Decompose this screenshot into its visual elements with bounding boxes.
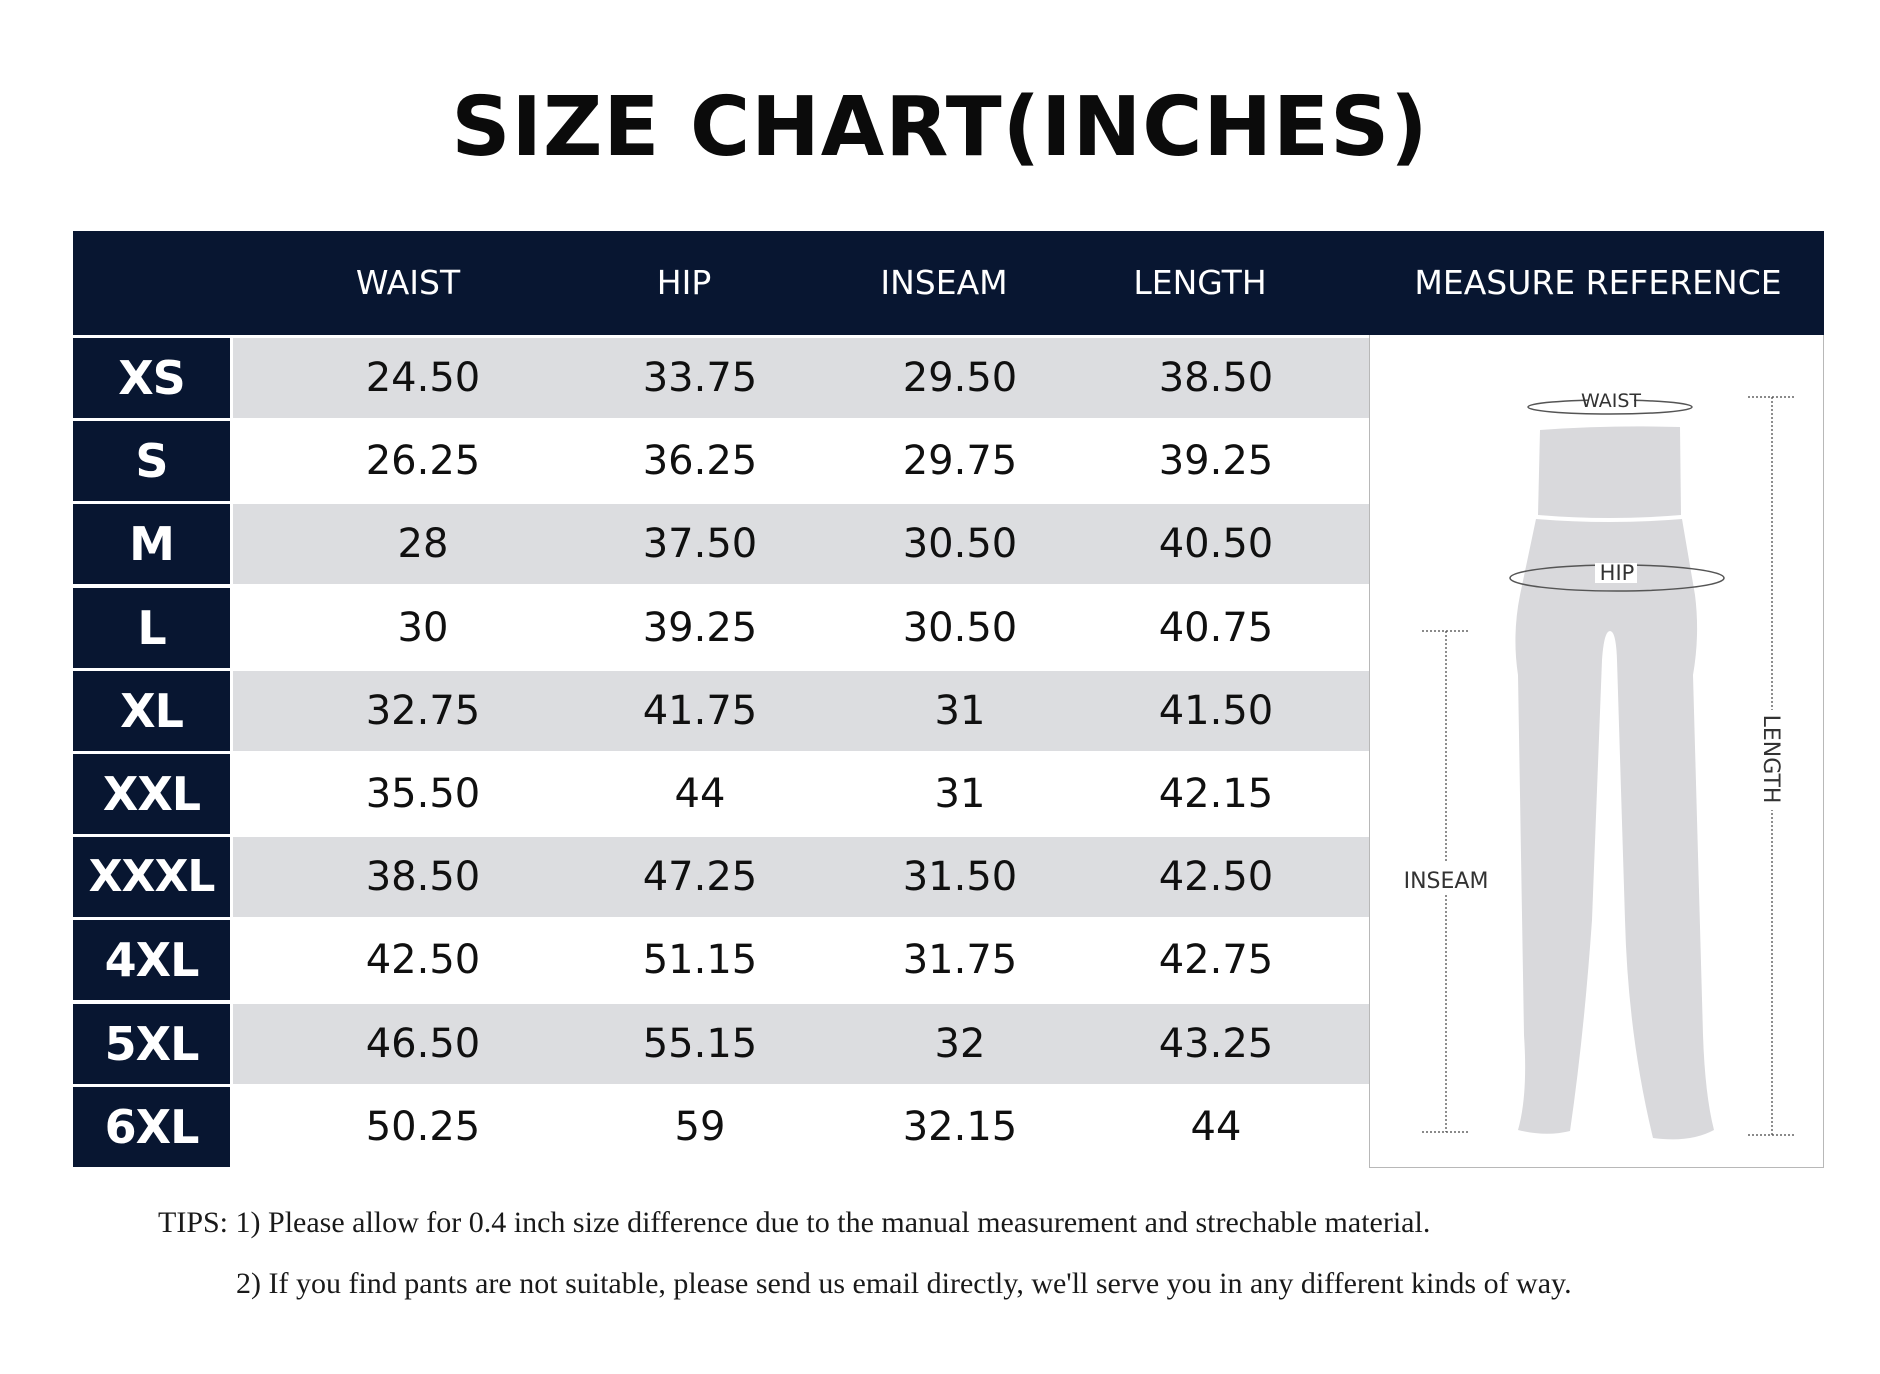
- pants-silhouette: [1515, 426, 1714, 1140]
- waist-value: 38.50: [365, 854, 481, 901]
- inseam-value: 32.15: [902, 1103, 1018, 1150]
- header-hip: HIP: [656, 263, 712, 302]
- length-value: 42.75: [1158, 937, 1274, 984]
- hip-value: 44: [674, 771, 726, 817]
- waist-value: 50.25: [365, 1103, 481, 1150]
- table-header: WAIST HIP INSEAM LENGTH MEASURE REFERENC…: [73, 231, 1824, 335]
- table-row: XL 32.75 41.75 31 41.50: [73, 670, 1369, 751]
- size-label: 4XL: [73, 920, 230, 1001]
- table-row: 4XL 42.50 51.15 31.75 42.75: [73, 920, 1369, 1001]
- inseam-value: 31.75: [902, 937, 1018, 984]
- waist-value: 32.75: [365, 687, 481, 734]
- row-background: [233, 338, 1369, 418]
- inseam-value: 32: [934, 1020, 986, 1067]
- inseam-value: 30.50: [902, 521, 1018, 568]
- size-chart-table: WAIST HIP INSEAM LENGTH MEASURE REFERENC…: [73, 231, 1824, 1169]
- hip-value: 59: [674, 1103, 726, 1150]
- length-value: 40.75: [1158, 604, 1274, 651]
- row-background: [233, 754, 1369, 834]
- length-value: 38.50: [1158, 355, 1274, 401]
- waist-value: 30: [397, 604, 449, 651]
- waist-label: WAIST: [1581, 390, 1641, 412]
- waist-value: 26.25: [365, 438, 481, 485]
- hip-value: 47.25: [642, 854, 758, 901]
- row-background: [233, 670, 1369, 751]
- inseam-value: 31: [934, 771, 986, 817]
- inseam-value: 29.50: [902, 355, 1018, 401]
- table-row: 5XL 46.50 55.15 32 43.25: [73, 1003, 1369, 1084]
- page-title: SIZE CHART(INCHES): [451, 80, 1429, 175]
- tip-line-1: TIPS: 1) Please allow for 0.4 inch size …: [158, 1206, 1431, 1239]
- table-row: XXXL 38.50 47.25 31.50 42.50: [73, 837, 1369, 918]
- row-background: [233, 421, 1369, 502]
- tip-line-2: 2) If you find pants are not suitable, p…: [236, 1267, 1572, 1300]
- table-row: M 28 37.50 30.50 40.50: [73, 504, 1369, 585]
- size-label: XL: [73, 670, 230, 751]
- hip-value: 39.25: [642, 604, 758, 651]
- length-value: 42.50: [1158, 854, 1274, 901]
- waist-value: 35.50: [365, 771, 481, 817]
- table-row: S 26.25 36.25 29.75 39.25: [73, 421, 1369, 502]
- row-background: [233, 1003, 1369, 1084]
- hip-value: 55.15: [642, 1020, 758, 1067]
- size-label: XXXL: [73, 837, 230, 918]
- size-label: 5XL: [73, 1003, 230, 1084]
- hip-value: 41.75: [642, 687, 758, 734]
- header-waist: WAIST: [355, 263, 461, 302]
- table-row: XXL 35.50 44 31 42.15: [73, 754, 1369, 834]
- table-row: 6XL 50.25 59 32.15 44: [73, 1086, 1369, 1167]
- length-value: 44: [1190, 1103, 1242, 1150]
- length-value: 42.15: [1158, 771, 1274, 817]
- hip-value: 51.15: [642, 937, 758, 984]
- row-background: [233, 587, 1369, 668]
- header-measure-reference: MEASURE REFERENCE: [1414, 263, 1782, 302]
- inseam-value: 31: [934, 687, 986, 734]
- hip-label: HIP: [1600, 561, 1635, 585]
- inseam-value: 29.75: [902, 438, 1018, 485]
- hip-value: 36.25: [642, 438, 758, 485]
- inseam-label: INSEAM: [1404, 869, 1489, 894]
- waist-value: 28: [397, 521, 449, 568]
- size-label: XXL: [73, 754, 230, 834]
- length-value: 39.25: [1158, 438, 1274, 485]
- pants-diagram: WAIST HIP INSEAM LENGTH: [1398, 390, 1796, 1140]
- inseam-value: 31.50: [902, 854, 1018, 901]
- size-label: M: [73, 504, 230, 585]
- length-label: LENGTH: [1758, 715, 1783, 804]
- row-background: [233, 920, 1369, 1001]
- measure-reference-panel: WAIST HIP INSEAM LENGTH: [1369, 335, 1824, 1168]
- waist-value: 42.50: [365, 937, 481, 984]
- size-label: S: [73, 421, 230, 502]
- table-row: L 30 39.25 30.50 40.75: [73, 587, 1369, 668]
- size-label: 6XL: [73, 1086, 230, 1167]
- hip-value: 37.50: [642, 521, 758, 568]
- size-label: L: [73, 587, 230, 668]
- length-value: 41.50: [1158, 687, 1274, 734]
- inseam-value: 30.50: [902, 604, 1018, 651]
- waist-value: 46.50: [365, 1020, 481, 1067]
- waist-value: 24.50: [365, 355, 481, 401]
- header-length: LENGTH: [1133, 263, 1267, 302]
- length-value: 40.50: [1158, 521, 1274, 568]
- length-value: 43.25: [1158, 1020, 1274, 1067]
- row-background: [233, 1086, 1369, 1167]
- waistband-line: [1535, 515, 1683, 522]
- row-background: [233, 504, 1369, 585]
- hip-value: 33.75: [642, 355, 758, 401]
- row-background: [233, 837, 1369, 918]
- header-inseam: INSEAM: [880, 263, 1008, 302]
- size-label: XS: [73, 338, 230, 418]
- table-row: XS 24.50 33.75 29.50 38.50: [73, 338, 1369, 418]
